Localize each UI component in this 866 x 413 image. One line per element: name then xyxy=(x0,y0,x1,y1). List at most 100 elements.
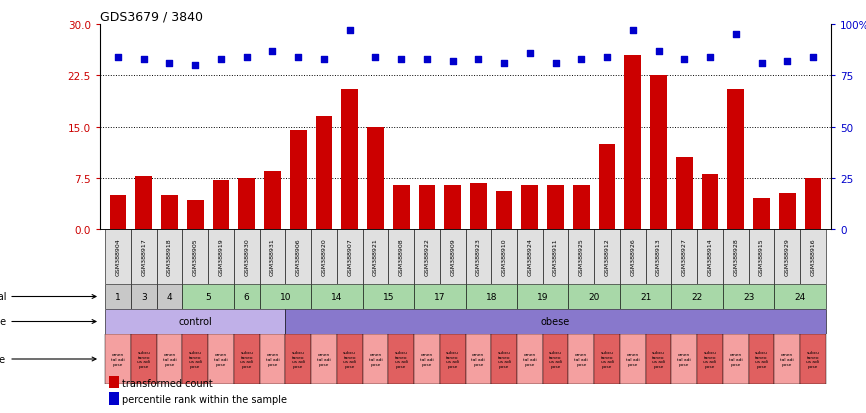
Text: 18: 18 xyxy=(486,292,497,301)
Text: omen
tal adi
pose: omen tal adi pose xyxy=(626,353,640,366)
Text: GSM388929: GSM388929 xyxy=(785,238,790,276)
Text: GSM388926: GSM388926 xyxy=(630,238,636,276)
Text: omen
tal adi
pose: omen tal adi pose xyxy=(369,353,382,366)
FancyBboxPatch shape xyxy=(260,284,311,309)
Text: subcu
taneo
us adi
pose: subcu taneo us adi pose xyxy=(137,350,151,368)
FancyBboxPatch shape xyxy=(311,284,363,309)
Bar xyxy=(753,199,770,230)
Text: individual: individual xyxy=(0,292,96,302)
Point xyxy=(343,28,357,34)
FancyBboxPatch shape xyxy=(105,284,131,309)
FancyBboxPatch shape xyxy=(697,334,723,384)
FancyBboxPatch shape xyxy=(774,334,800,384)
Point xyxy=(317,57,331,63)
FancyBboxPatch shape xyxy=(723,284,774,309)
Text: GSM388917: GSM388917 xyxy=(141,238,146,276)
FancyBboxPatch shape xyxy=(723,334,748,384)
FancyBboxPatch shape xyxy=(105,309,285,334)
FancyBboxPatch shape xyxy=(157,334,183,384)
Text: omen
tal adi
pose: omen tal adi pose xyxy=(523,353,537,366)
Text: subcu
taneo
us adi
pose: subcu taneo us adi pose xyxy=(806,350,819,368)
FancyBboxPatch shape xyxy=(748,334,774,384)
Text: 22: 22 xyxy=(692,292,703,301)
Point xyxy=(214,57,228,63)
Bar xyxy=(521,185,538,230)
Bar xyxy=(573,185,590,230)
FancyBboxPatch shape xyxy=(131,230,157,284)
Text: GSM388914: GSM388914 xyxy=(708,238,713,276)
Text: omen
tal adi
pose: omen tal adi pose xyxy=(214,353,228,366)
Text: subcu
taneo
us adi
pose: subcu taneo us adi pose xyxy=(395,350,408,368)
Text: GSM388905: GSM388905 xyxy=(193,238,197,275)
Bar xyxy=(264,171,281,230)
FancyBboxPatch shape xyxy=(646,230,671,284)
FancyBboxPatch shape xyxy=(697,230,723,284)
Text: omen
tal adi
pose: omen tal adi pose xyxy=(471,353,485,366)
Point xyxy=(729,32,743,38)
FancyBboxPatch shape xyxy=(208,230,234,284)
FancyBboxPatch shape xyxy=(363,230,388,284)
Bar xyxy=(161,195,178,230)
Text: 15: 15 xyxy=(383,292,394,301)
FancyBboxPatch shape xyxy=(594,334,620,384)
Point xyxy=(420,57,434,63)
FancyBboxPatch shape xyxy=(260,334,285,384)
Bar xyxy=(676,158,693,230)
Text: 19: 19 xyxy=(537,292,548,301)
FancyBboxPatch shape xyxy=(800,334,826,384)
FancyBboxPatch shape xyxy=(131,334,157,384)
Text: GSM388912: GSM388912 xyxy=(604,238,610,276)
Point xyxy=(523,50,537,57)
Point xyxy=(754,60,768,67)
Text: 20: 20 xyxy=(589,292,600,301)
Text: subcu
taneo
us adi
pose: subcu taneo us adi pose xyxy=(498,350,511,368)
Point xyxy=(369,55,383,61)
FancyBboxPatch shape xyxy=(157,230,183,284)
FancyBboxPatch shape xyxy=(260,230,285,284)
Text: obese: obese xyxy=(541,317,570,327)
Text: subcu
taneo
us adi
pose: subcu taneo us adi pose xyxy=(343,350,356,368)
Point xyxy=(394,57,408,63)
FancyBboxPatch shape xyxy=(466,284,517,309)
Point xyxy=(163,60,177,67)
Text: 14: 14 xyxy=(331,292,342,301)
Text: GSM388921: GSM388921 xyxy=(373,238,378,276)
FancyBboxPatch shape xyxy=(543,230,568,284)
FancyBboxPatch shape xyxy=(491,334,517,384)
Bar xyxy=(418,185,436,230)
Bar xyxy=(650,76,667,230)
Text: GSM388927: GSM388927 xyxy=(682,238,687,276)
FancyBboxPatch shape xyxy=(440,334,466,384)
Text: GSM388920: GSM388920 xyxy=(321,238,326,276)
FancyBboxPatch shape xyxy=(491,230,517,284)
Point xyxy=(240,55,254,61)
FancyBboxPatch shape xyxy=(466,230,491,284)
FancyBboxPatch shape xyxy=(414,284,466,309)
Text: omen
tal adi
pose: omen tal adi pose xyxy=(677,353,691,366)
FancyBboxPatch shape xyxy=(517,334,543,384)
FancyBboxPatch shape xyxy=(311,334,337,384)
Bar xyxy=(444,185,461,230)
FancyBboxPatch shape xyxy=(105,334,131,384)
Text: GSM388928: GSM388928 xyxy=(734,238,738,276)
Bar xyxy=(213,180,229,230)
FancyBboxPatch shape xyxy=(594,230,620,284)
FancyBboxPatch shape xyxy=(646,334,671,384)
Text: subcu
taneo
us adi
pose: subcu taneo us adi pose xyxy=(189,350,202,368)
Text: GSM388930: GSM388930 xyxy=(244,238,249,276)
FancyBboxPatch shape xyxy=(414,334,440,384)
Text: 6: 6 xyxy=(244,292,249,301)
Text: subcu
taneo
us adi
pose: subcu taneo us adi pose xyxy=(446,350,459,368)
FancyBboxPatch shape xyxy=(620,284,671,309)
Point xyxy=(780,59,794,65)
Text: 1: 1 xyxy=(115,292,121,301)
Bar xyxy=(341,90,358,230)
FancyBboxPatch shape xyxy=(620,230,646,284)
FancyBboxPatch shape xyxy=(774,284,826,309)
Text: GSM388913: GSM388913 xyxy=(656,238,661,276)
FancyBboxPatch shape xyxy=(337,230,363,284)
Point xyxy=(574,57,588,63)
Text: GSM388925: GSM388925 xyxy=(578,238,584,276)
FancyBboxPatch shape xyxy=(517,230,543,284)
Point xyxy=(137,57,151,63)
